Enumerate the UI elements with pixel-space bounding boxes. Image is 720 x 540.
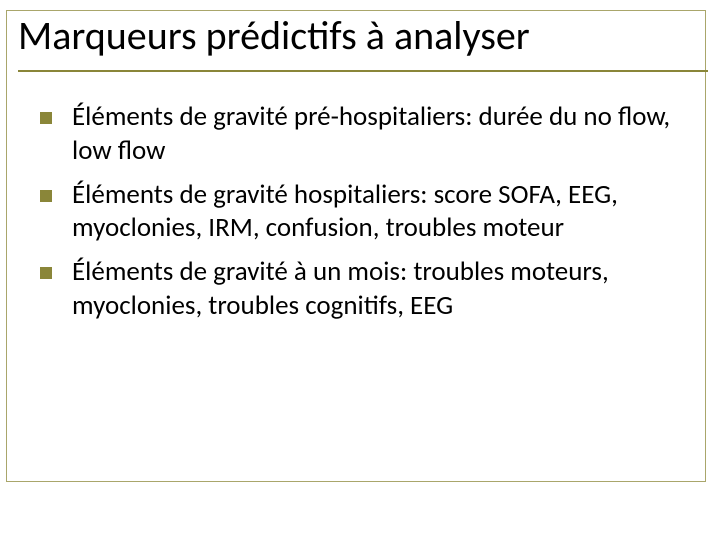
slide: Marqueurs prédictifs à analyser Éléments…	[0, 0, 720, 540]
bullet-text: Éléments de gravité à un mois: troubles …	[72, 255, 680, 323]
list-item: Éléments de gravité hospitaliers: score …	[40, 178, 680, 246]
square-bullet-icon	[40, 267, 52, 279]
title-underline: Marqueurs prédictifs à analyser	[18, 10, 708, 72]
square-bullet-icon	[40, 190, 52, 202]
list-item: Éléments de gravité pré-hospitaliers: du…	[40, 100, 680, 168]
list-item: Éléments de gravité à un mois: troubles …	[40, 255, 680, 323]
bullet-text: Éléments de gravité pré-hospitaliers: du…	[72, 100, 680, 168]
bullet-list: Éléments de gravité pré-hospitaliers: du…	[40, 100, 680, 333]
square-bullet-icon	[40, 112, 52, 124]
page-title: Marqueurs prédictifs à analyser	[18, 10, 708, 62]
bullet-text: Éléments de gravité hospitaliers: score …	[72, 178, 680, 246]
